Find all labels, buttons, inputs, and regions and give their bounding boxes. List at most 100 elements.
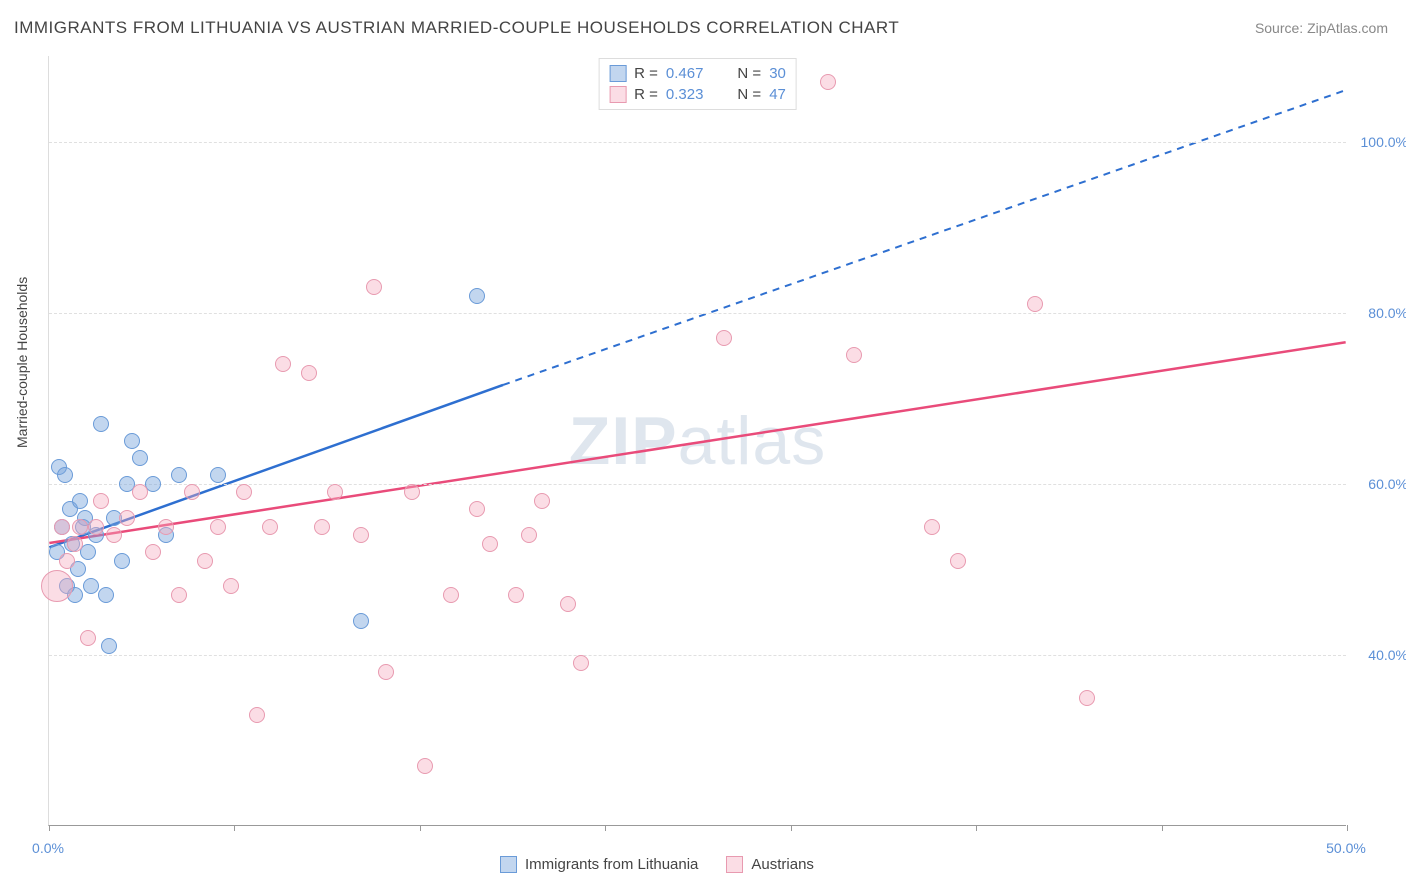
y-tick-label: 80.0% [1368,305,1406,321]
scatter-point-pink [560,596,576,612]
legend-label: Austrians [751,856,814,873]
scatter-point-pink [417,758,433,774]
watermark-thin: atlas [678,403,827,479]
gridline-h [49,142,1346,143]
scatter-point-pink [950,553,966,569]
scatter-point-pink [275,356,291,372]
scatter-point-pink [119,510,135,526]
scatter-point-pink [59,553,75,569]
scatter-point-pink [41,570,73,602]
swatch-blue [609,65,626,82]
scatter-point-pink [72,519,88,535]
scatter-point-pink [80,630,96,646]
x-tick [1347,825,1348,831]
n-label: N = [737,65,761,82]
scatter-point-blue [98,587,114,603]
scatter-point-pink [443,587,459,603]
scatter-point-pink [482,536,498,552]
y-tick-label: 40.0% [1368,647,1406,663]
x-tick [605,825,606,831]
scatter-point-blue [57,467,73,483]
scatter-point-pink [846,347,862,363]
scatter-point-pink [67,536,83,552]
scatter-point-blue [210,467,226,483]
scatter-point-pink [378,664,394,680]
legend-swatch-pink [726,856,743,873]
gridline-h [49,655,1346,656]
plot-area: ZIPatlas R = 0.467 N = 30 R = 0.323 N = … [48,56,1346,826]
scatter-point-pink [314,519,330,535]
r-label: R = [634,65,658,82]
scatter-point-pink [924,519,940,535]
legend-item-blue: Immigrants from Lithuania [500,856,698,873]
scatter-point-pink [106,527,122,543]
x-tick [1162,825,1163,831]
scatter-point-blue [93,416,109,432]
r-label: R = [634,86,658,103]
scatter-point-blue [353,613,369,629]
scatter-point-pink [301,365,317,381]
gridline-h [49,313,1346,314]
scatter-point-pink [158,519,174,535]
swatch-pink [609,86,626,103]
x-tick [420,825,421,831]
scatter-point-pink [1079,690,1095,706]
y-axis-label: Married-couple Households [14,277,30,448]
scatter-point-pink [327,484,343,500]
scatter-point-pink [534,493,550,509]
x-tick [234,825,235,831]
correlation-chart: IMMIGRANTS FROM LITHUANIA VS AUSTRIAN MA… [0,0,1406,892]
scatter-point-pink [716,330,732,346]
scatter-point-blue [101,638,117,654]
scatter-point-pink [820,74,836,90]
scatter-point-pink [521,527,537,543]
legend-label: Immigrants from Lithuania [525,856,698,873]
r-value-pink: 0.323 [666,86,704,103]
watermark: ZIPatlas [569,402,826,480]
legend-row-pink: R = 0.323 N = 47 [609,84,786,105]
scatter-point-blue [469,288,485,304]
scatter-point-pink [404,484,420,500]
series-legend: Immigrants from Lithuania Austrians [500,856,842,877]
scatter-point-blue [124,433,140,449]
x-tick [791,825,792,831]
r-value-blue: 0.467 [666,65,704,82]
scatter-point-pink [469,501,485,517]
scatter-point-pink [236,484,252,500]
correlation-legend: R = 0.467 N = 30 R = 0.323 N = 47 [598,58,797,110]
scatter-point-blue [83,578,99,594]
legend-row-blue: R = 0.467 N = 30 [609,63,786,84]
scatter-point-pink [223,578,239,594]
scatter-point-blue [171,467,187,483]
scatter-point-pink [508,587,524,603]
n-value-blue: 30 [769,65,786,82]
n-label: N = [737,86,761,103]
legend-swatch-blue [500,856,517,873]
scatter-point-pink [210,519,226,535]
scatter-point-pink [249,707,265,723]
scatter-point-pink [184,484,200,500]
scatter-point-pink [88,519,104,535]
watermark-bold: ZIP [569,403,678,479]
scatter-point-pink [366,279,382,295]
scatter-point-pink [262,519,278,535]
scatter-point-pink [132,484,148,500]
trend-lines-svg [49,56,1346,825]
x-tick [49,825,50,831]
chart-title: IMMIGRANTS FROM LITHUANIA VS AUSTRIAN MA… [14,18,899,38]
trendline-dash-blue [503,90,1346,385]
scatter-point-pink [171,587,187,603]
x-tick-label: 50.0% [1326,840,1366,856]
scatter-point-pink [93,493,109,509]
scatter-point-pink [54,519,70,535]
source-attribution: Source: ZipAtlas.com [1255,20,1388,36]
scatter-point-pink [197,553,213,569]
x-tick-label: 0.0% [32,840,64,856]
scatter-point-blue [72,493,88,509]
legend-item-pink: Austrians [726,856,814,873]
scatter-point-pink [145,544,161,560]
x-tick [976,825,977,831]
y-tick-label: 100.0% [1361,134,1406,150]
scatter-point-blue [132,450,148,466]
n-value-pink: 47 [769,86,786,103]
